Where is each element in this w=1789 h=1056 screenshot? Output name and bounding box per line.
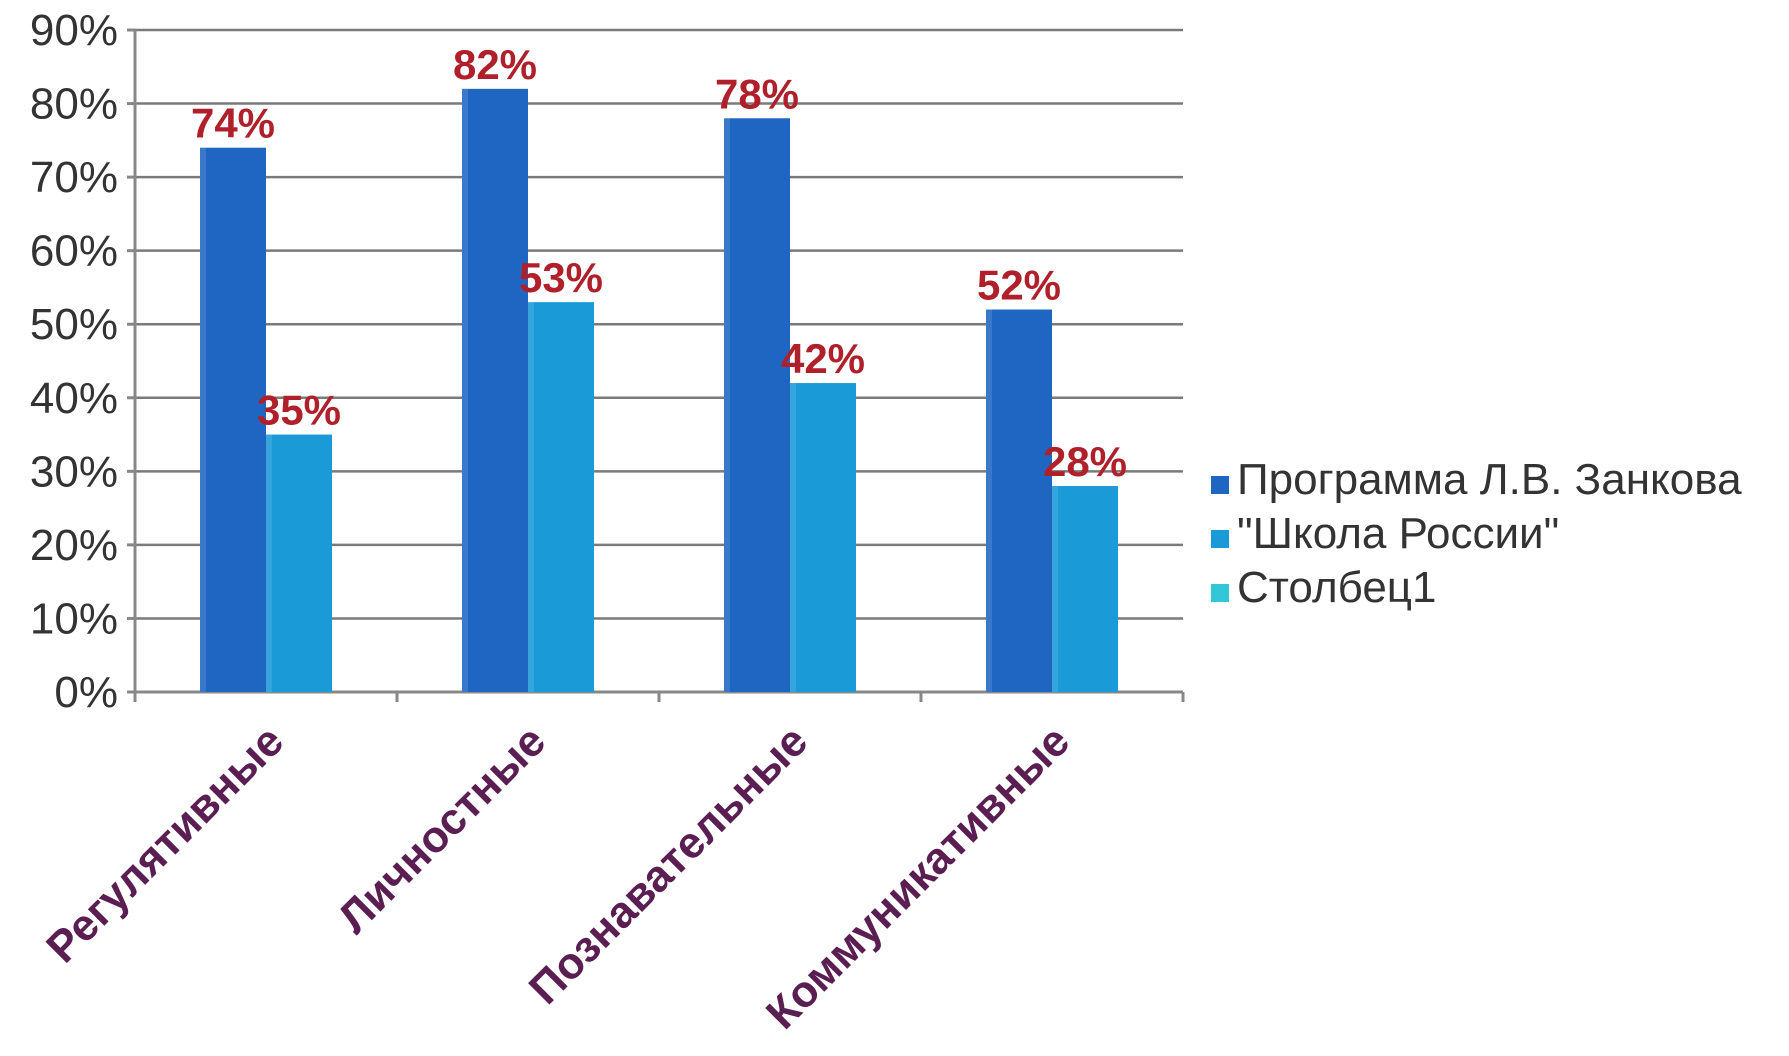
category-label: Личностные (329, 716, 555, 942)
y-tick-label: 80% (30, 80, 118, 129)
legend-swatch (1211, 476, 1229, 494)
data-label: 74% (191, 100, 275, 147)
data-label: 42% (781, 335, 865, 382)
data-label: 28% (1043, 438, 1127, 485)
data-label: 53% (519, 254, 603, 301)
bar-highlight (528, 302, 534, 692)
bar-highlight (266, 434, 272, 692)
y-tick-label: 70% (30, 153, 118, 202)
bar (462, 88, 528, 693)
category-label: Познавательные (520, 716, 817, 1013)
y-tick-label: 40% (30, 374, 118, 423)
bar (724, 118, 790, 693)
legend-swatch (1211, 530, 1229, 548)
data-label: 52% (977, 262, 1061, 309)
legend-swatch (1211, 584, 1229, 602)
y-tick-label: 90% (30, 6, 118, 55)
y-tick-label: 30% (30, 447, 118, 496)
bar-highlight (986, 309, 992, 692)
data-label: 78% (715, 70, 799, 117)
y-tick-label: 0% (54, 668, 118, 717)
bars (200, 88, 1118, 693)
data-labels: 74% 35% 82% 53% 78% 42% 52% 28% (191, 41, 1127, 485)
y-tick-label: 10% (30, 594, 118, 643)
category-label: Коммуникативные (757, 716, 1079, 1038)
bar-highlight (724, 118, 730, 693)
bar (790, 383, 856, 692)
bar (528, 302, 594, 692)
legend-label: Программа Л.В. Занкова (1237, 455, 1742, 504)
legend: Программа Л.В. Занкова "Школа России" Стол… (1211, 455, 1742, 612)
y-tick-label: 60% (30, 227, 118, 276)
data-label: 35% (257, 387, 341, 434)
legend-label: Столбец1 (1237, 563, 1436, 612)
bar-highlight (462, 88, 468, 693)
legend-label: "Школа России" (1237, 509, 1559, 558)
y-tick-label: 20% (30, 521, 118, 570)
bar-highlight (1052, 486, 1058, 692)
bar (200, 147, 266, 692)
bar (986, 309, 1052, 692)
category-label: Регулятивные (37, 716, 293, 972)
bar-highlight (790, 383, 796, 692)
bar (266, 434, 332, 692)
data-label: 82% (453, 41, 537, 88)
y-tick-label: 50% (30, 300, 118, 349)
bar (1052, 486, 1118, 692)
bar-highlight (200, 147, 206, 692)
